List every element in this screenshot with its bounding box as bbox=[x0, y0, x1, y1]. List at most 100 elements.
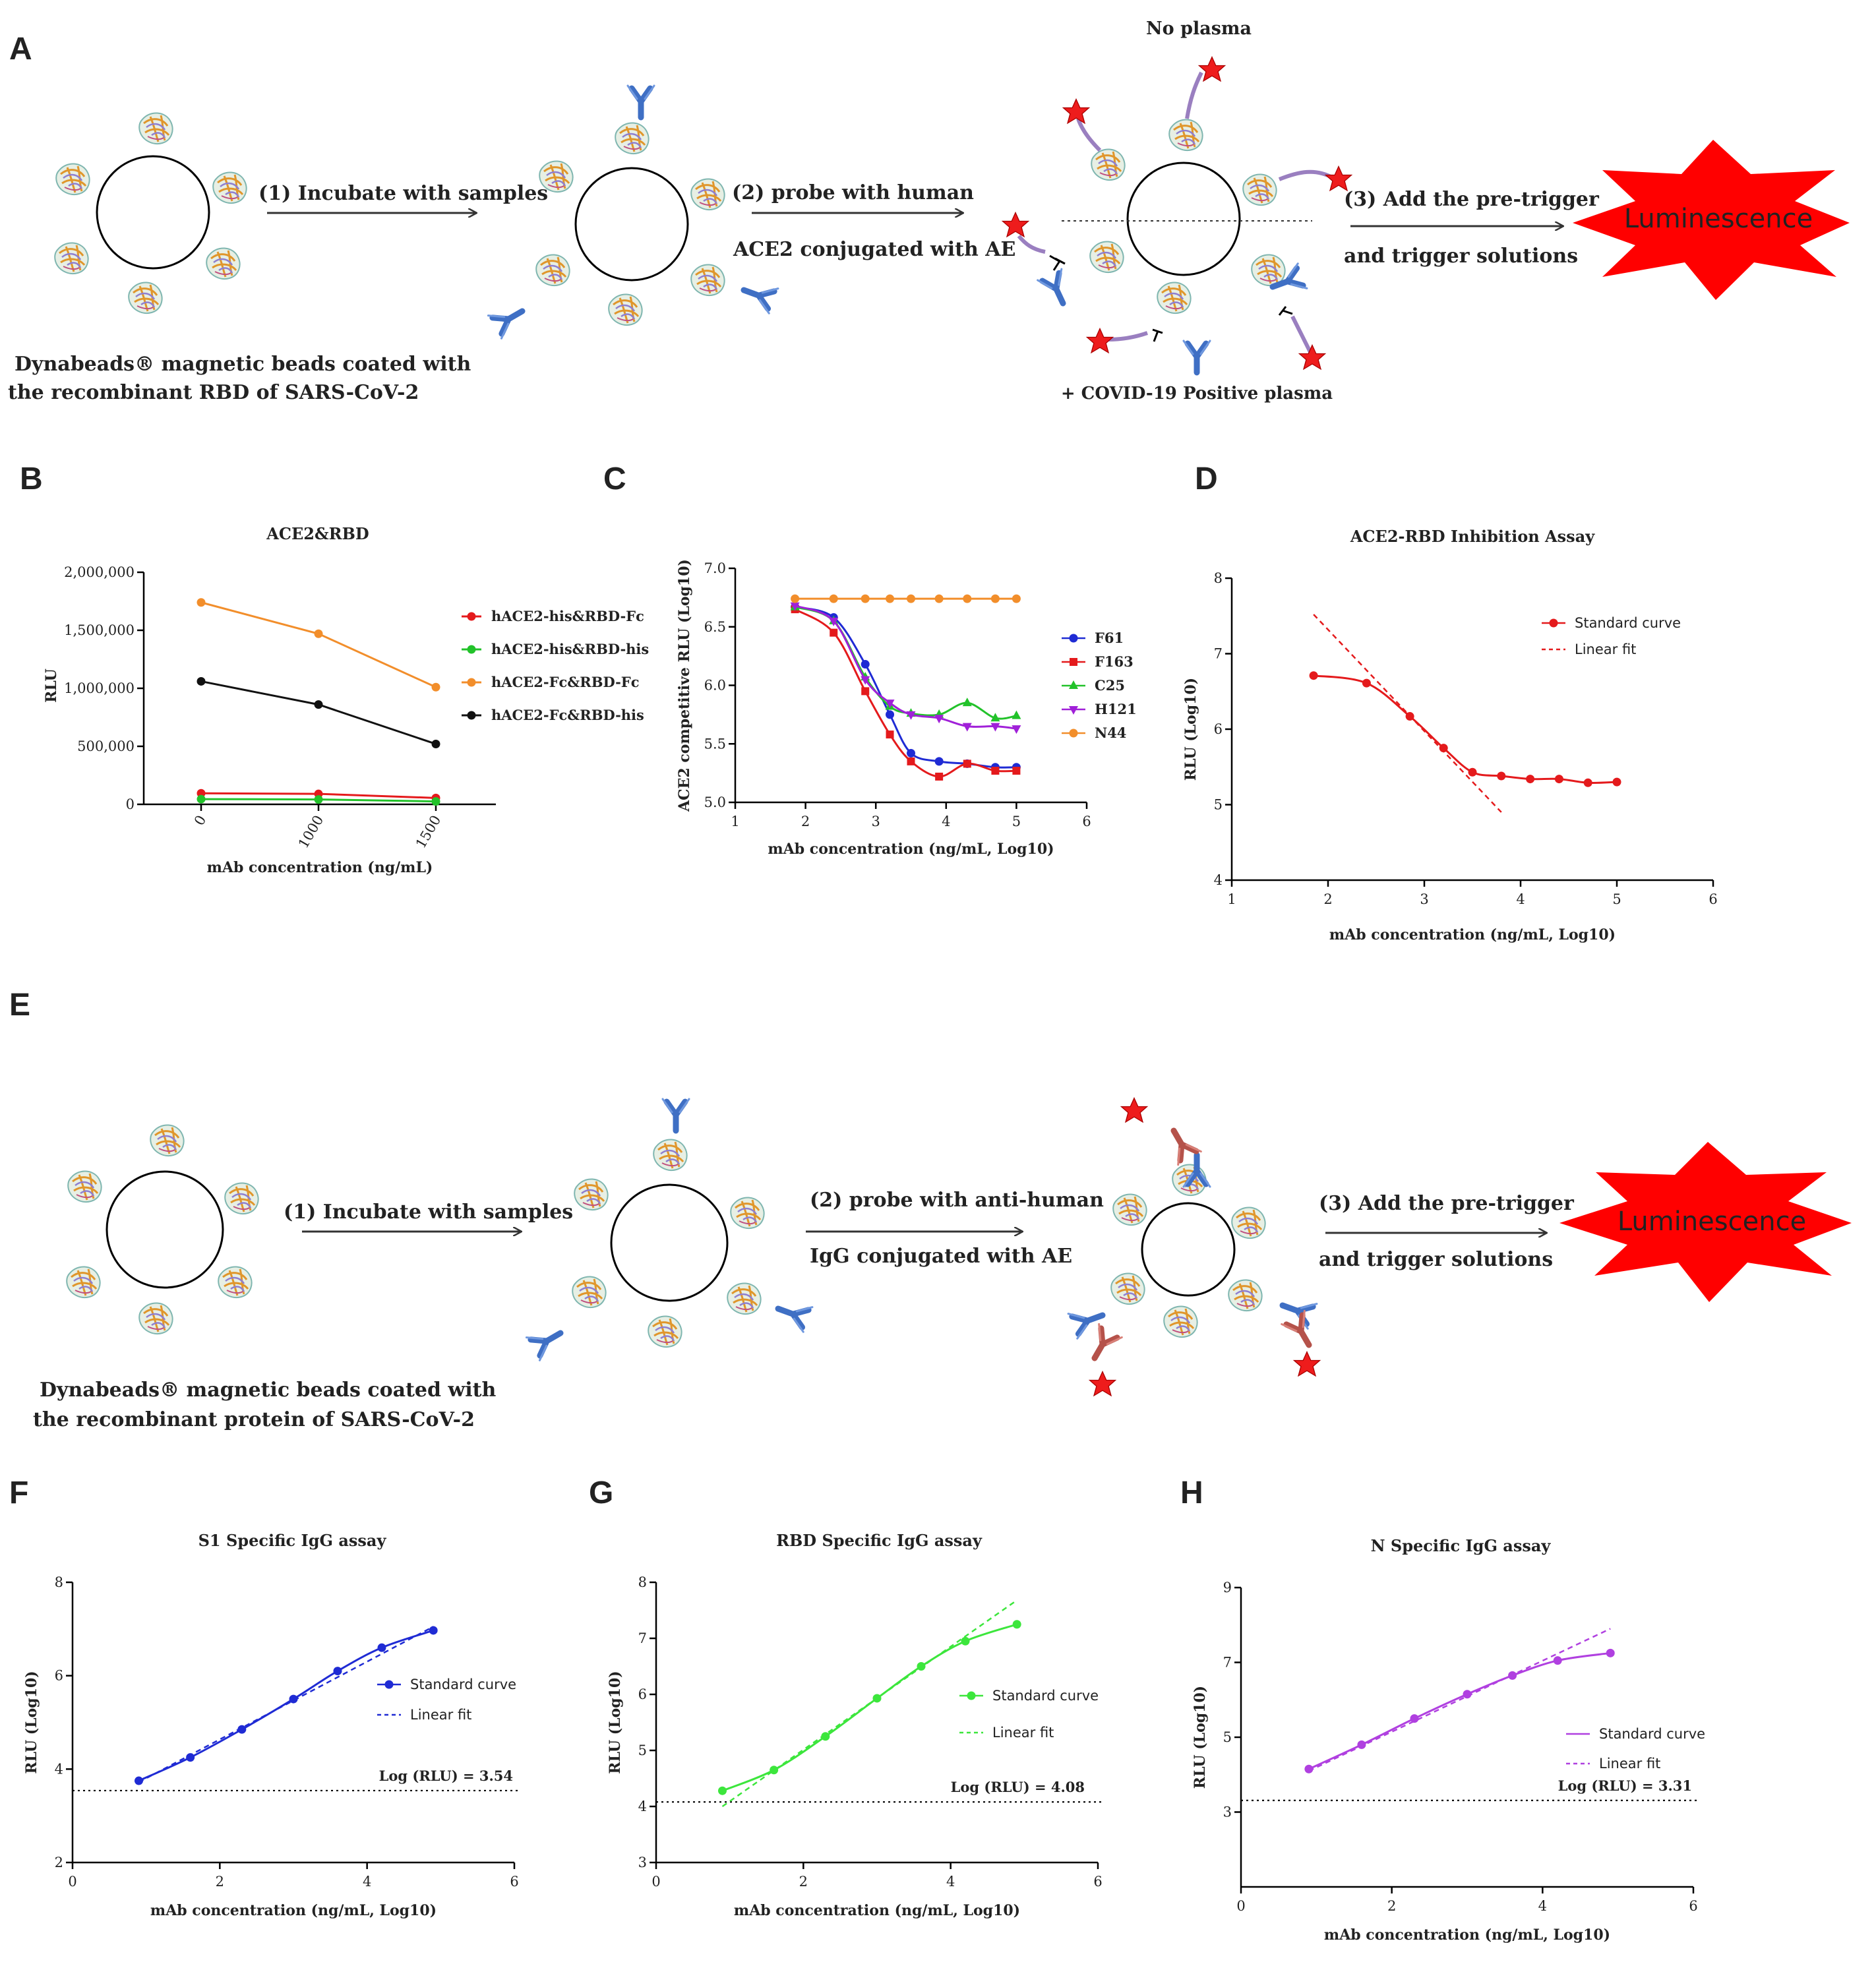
data-point bbox=[135, 1776, 143, 1785]
data-point bbox=[963, 760, 971, 768]
x-tick-label: 1 bbox=[1227, 891, 1236, 907]
data-point bbox=[990, 594, 1000, 603]
legend-label: C25 bbox=[1095, 677, 1125, 694]
chart-title: ACE2-RBD Inhibition Assay bbox=[1350, 527, 1595, 546]
diagram-a-step1: (1) Incubate with samples bbox=[258, 182, 548, 205]
legend-label: hACE2-Fc&RBD-his bbox=[491, 707, 644, 723]
data-point bbox=[314, 795, 323, 804]
legend-label: Standard curve bbox=[1599, 1726, 1705, 1742]
x-axis-label: mAb concentration (ng/mL, Log10) bbox=[734, 1902, 1020, 1919]
data-point bbox=[1012, 767, 1021, 775]
x-tick-label: 6 bbox=[510, 1874, 518, 1890]
data-point bbox=[1554, 775, 1563, 784]
y-axis-label: RLU (Log10) bbox=[1192, 1686, 1209, 1789]
diagram-e-step3b: and trigger solutions bbox=[1319, 1248, 1553, 1271]
data-point bbox=[1526, 775, 1535, 784]
diagram-e-caption2: the recombinant protein of SARS-CoV-2 bbox=[33, 1408, 475, 1431]
y-tick-label: 8 bbox=[1214, 570, 1223, 586]
antibody-icon bbox=[628, 86, 654, 117]
legend-label: Standard curve bbox=[992, 1688, 1099, 1704]
y-tick-label: 7.0 bbox=[704, 560, 726, 576]
diagram-a-step2a: (2) probe with human bbox=[732, 181, 974, 204]
data-point bbox=[1606, 1648, 1615, 1657]
data-point bbox=[886, 710, 895, 719]
x-tick-label: 4 bbox=[363, 1874, 371, 1890]
y-tick-label: 6 bbox=[1214, 721, 1223, 737]
data-point bbox=[861, 687, 870, 696]
diagram-e-step3a: (3) Add the pre-trigger bbox=[1319, 1192, 1575, 1215]
data-point bbox=[197, 676, 206, 686]
x-axis-label: mAb concentration (ng/mL, Log10) bbox=[768, 841, 1054, 858]
legend-label: F61 bbox=[1095, 630, 1124, 646]
legend-marker bbox=[384, 1680, 394, 1689]
panel-label-g: G bbox=[589, 1475, 613, 1510]
data-point bbox=[1012, 710, 1021, 719]
x-tick-label: 2 bbox=[1323, 891, 1332, 907]
bead-a2 bbox=[488, 86, 778, 338]
data-point bbox=[962, 723, 972, 732]
x-tick-label: 3 bbox=[1420, 891, 1428, 907]
data-point bbox=[991, 767, 1000, 775]
legend-marker bbox=[1549, 618, 1558, 628]
bead-e3 bbox=[1068, 1097, 1320, 1396]
data-point bbox=[962, 698, 972, 707]
y-tick-label: 3 bbox=[1223, 1804, 1232, 1820]
chart-title: S1 Specific IgG assay bbox=[198, 1531, 387, 1550]
series-curve bbox=[1313, 674, 1618, 784]
legend-label: Linear fit bbox=[1575, 641, 1636, 657]
data-point bbox=[197, 598, 206, 607]
legend-marker bbox=[1069, 680, 1078, 689]
data-point bbox=[829, 594, 838, 603]
data-point bbox=[314, 700, 323, 709]
data-point bbox=[963, 594, 972, 603]
data-point bbox=[429, 1626, 438, 1635]
x-axis-label: mAb concentration (ng/mL, Log10) bbox=[1324, 1926, 1610, 1944]
data-point bbox=[861, 660, 870, 669]
y-tick-label: 9 bbox=[1223, 1580, 1232, 1595]
diagram-e: (1) Incubate with samples (2) probe with… bbox=[33, 1097, 1852, 1431]
x-tick-label: 3 bbox=[872, 814, 880, 829]
diagram-a-caption1: Dynabeads® magnetic beads coated with bbox=[15, 353, 471, 376]
y-tick-label: 5.5 bbox=[704, 736, 726, 752]
y-tick-label: 5 bbox=[638, 1743, 647, 1758]
diagram-e-step1: (1) Incubate with samples bbox=[284, 1201, 573, 1224]
x-tick-label: 0 bbox=[191, 813, 209, 829]
x-tick-label: 6 bbox=[1082, 814, 1091, 829]
data-point bbox=[1410, 1714, 1419, 1723]
data-point bbox=[1357, 1740, 1366, 1749]
data-point bbox=[1612, 777, 1621, 787]
data-point bbox=[718, 1786, 727, 1795]
series-curve bbox=[795, 606, 1017, 769]
data-point bbox=[829, 617, 839, 626]
y-tick-label: 7 bbox=[1214, 646, 1223, 662]
x-axis-label: mAb concentration (ng/mL, Log10) bbox=[150, 1902, 437, 1919]
data-point bbox=[886, 730, 894, 739]
x-tick-label: 2 bbox=[801, 814, 810, 829]
chart-title: ACE2&RBD bbox=[266, 524, 369, 543]
legend-marker bbox=[467, 612, 476, 621]
data-point bbox=[1583, 778, 1592, 787]
data-point bbox=[431, 682, 440, 692]
data-point bbox=[1309, 671, 1318, 680]
bead-e2 bbox=[526, 1099, 812, 1360]
legend-label: Linear fit bbox=[410, 1707, 471, 1723]
chart-b: ACE2&RBD 0 500,000 1,000,000 1,500,000 2,000,… bbox=[43, 524, 649, 876]
legend-marker bbox=[1069, 706, 1078, 715]
legend-marker bbox=[1069, 634, 1078, 643]
data-point bbox=[830, 628, 838, 637]
diagram-a-no-plasma: No plasma bbox=[1146, 18, 1252, 39]
x-tick-label: 0 bbox=[1236, 1898, 1245, 1914]
x-tick-label: 6 bbox=[1093, 1874, 1102, 1890]
data-point bbox=[990, 723, 1000, 732]
chart-h: N Specific IgG assay 3 5 7 9 0 2 4 6 mAb concentr… bbox=[1192, 1536, 1705, 1944]
legend-marker bbox=[1070, 658, 1077, 666]
chart-c: 5.0 5.5 6.0 6.5 7.0 1 2 3 4 5 6 mAb concentration (… bbox=[676, 559, 1137, 858]
data-point bbox=[934, 715, 944, 724]
bead-e1 bbox=[65, 1123, 260, 1335]
bead-a3 bbox=[1002, 56, 1352, 373]
luminescence-burst-a bbox=[1573, 140, 1850, 300]
data-point bbox=[885, 700, 895, 709]
data-point bbox=[906, 711, 916, 720]
x-tick-label: 5 bbox=[1612, 891, 1621, 907]
y-tick-label: 6 bbox=[55, 1668, 63, 1684]
